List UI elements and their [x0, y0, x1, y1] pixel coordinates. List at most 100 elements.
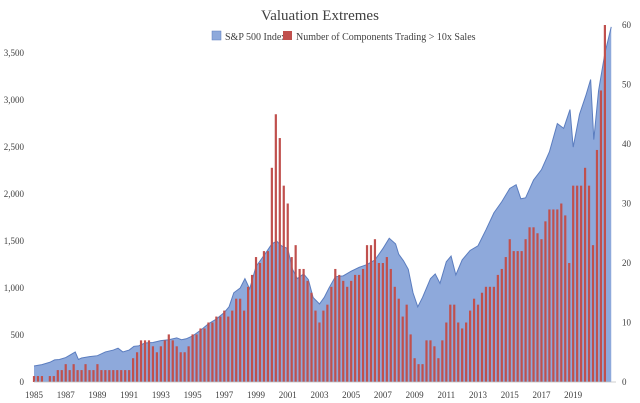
component-bar	[227, 316, 230, 382]
component-bar	[536, 233, 539, 382]
component-bar	[429, 340, 432, 382]
x-tick-label: 1991	[120, 390, 138, 400]
component-bar	[60, 370, 63, 382]
legend: S&P 500 Index Number of Components Tradi…	[211, 30, 476, 43]
component-bar	[286, 203, 289, 382]
component-bar	[64, 364, 67, 382]
sp500-area	[34, 26, 612, 382]
component-bar	[231, 310, 234, 382]
component-bar	[595, 149, 599, 382]
component-bar	[132, 358, 135, 382]
component-bar	[112, 370, 115, 382]
x-tick-label: 2013	[469, 390, 488, 400]
component-bar	[143, 340, 147, 382]
component-bar	[532, 227, 535, 382]
y-left-tick-label: 1,000	[4, 283, 25, 293]
left-axis-ticks: 0 500 1,000 1,500 2,000 2,500 3,000 3,50…	[4, 48, 25, 387]
component-bar	[492, 286, 495, 382]
component-bar	[334, 268, 337, 382]
component-bar	[564, 215, 567, 382]
component-bar	[258, 263, 262, 382]
component-bar	[544, 221, 547, 382]
y-left-tick-label: 3,000	[4, 95, 25, 105]
x-tick-label: 2001	[279, 390, 297, 400]
component-bar	[433, 346, 436, 382]
x-tick-label: 2015	[501, 390, 520, 400]
component-bar	[235, 298, 238, 382]
component-bar	[68, 370, 71, 382]
component-bar	[437, 358, 440, 382]
component-bar	[278, 138, 281, 382]
component-bar	[417, 364, 420, 382]
legend-swatch-components	[283, 31, 292, 40]
legend-swatch-sp500	[211, 30, 222, 41]
component-bar	[318, 322, 321, 382]
component-bar	[92, 370, 95, 382]
component-bar	[568, 263, 571, 382]
component-bar	[580, 185, 583, 382]
component-bar	[139, 340, 143, 382]
sp500-line	[33, 26, 612, 367]
component-bar	[369, 245, 373, 382]
component-bar	[175, 346, 178, 382]
component-bar	[215, 316, 218, 382]
y-right-tick-label: 10	[622, 318, 632, 328]
component-bars	[32, 25, 606, 382]
component-bar	[560, 203, 563, 382]
component-bar	[587, 185, 591, 382]
component-bar	[32, 376, 36, 382]
y-left-tick-label: 0	[20, 377, 25, 387]
component-bar	[306, 280, 309, 382]
y-right-tick-label: 50	[622, 80, 632, 90]
component-bar	[449, 304, 452, 382]
component-bar	[508, 239, 511, 382]
component-bar	[108, 370, 111, 382]
y-right-tick-label: 0	[622, 377, 627, 387]
component-bar	[524, 239, 527, 382]
component-bar	[203, 328, 206, 382]
component-bar	[465, 322, 468, 382]
component-bar	[124, 370, 127, 382]
x-tick-label: 1997	[215, 390, 234, 400]
component-bar	[135, 352, 139, 382]
x-tick-label: 1987	[57, 390, 76, 400]
component-bar	[104, 370, 107, 382]
component-bar	[183, 352, 186, 382]
x-tick-label: 2005	[342, 390, 361, 400]
component-bar	[500, 268, 503, 382]
component-bar	[576, 185, 579, 382]
component-bar	[171, 340, 174, 382]
component-bar	[330, 286, 333, 382]
legend-label-components: Number of Components Trading > 10x Sales	[296, 32, 476, 43]
component-bar	[397, 298, 400, 382]
component-bar	[512, 251, 515, 382]
x-tick-label: 2011	[437, 390, 455, 400]
component-bar	[552, 209, 555, 382]
component-bar	[401, 316, 404, 382]
component-bar	[76, 370, 79, 382]
component-bar	[385, 257, 388, 382]
component-bar	[381, 263, 384, 382]
component-bar	[480, 292, 484, 382]
component-bar	[120, 370, 123, 382]
component-bar	[405, 304, 408, 382]
component-bar	[516, 251, 519, 382]
component-bar	[540, 239, 543, 382]
x-tick-label: 2003	[310, 390, 329, 400]
component-bar	[199, 328, 202, 382]
component-bar	[88, 370, 91, 382]
component-bar	[52, 376, 55, 382]
component-bar	[377, 263, 381, 382]
y-left-tick-label: 500	[11, 330, 25, 340]
x-tick-label: 2017	[532, 390, 551, 400]
y-left-tick-label: 1,500	[4, 236, 25, 246]
component-bar	[254, 257, 258, 382]
component-bar	[409, 334, 412, 382]
component-bar	[48, 376, 51, 382]
component-bar	[282, 185, 285, 382]
x-tick-label: 2007	[374, 390, 393, 400]
component-bar	[373, 239, 377, 382]
component-bar	[294, 245, 297, 382]
component-bar	[72, 364, 75, 382]
component-bar	[445, 322, 448, 382]
